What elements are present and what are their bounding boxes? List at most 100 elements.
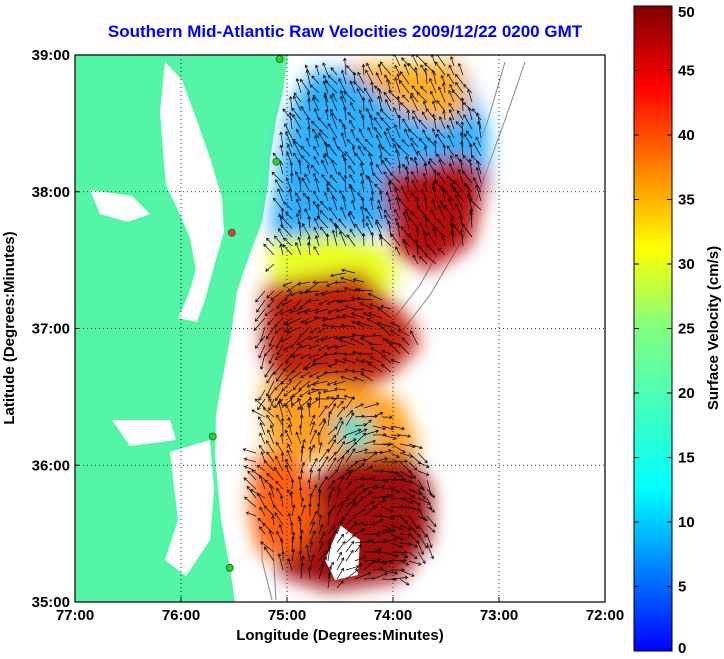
velocity-arrow: [450, 231, 455, 247]
velocity-arrowhead: [350, 540, 355, 545]
velocity-arrowhead: [437, 172, 441, 176]
velocity-arrow: [449, 163, 455, 175]
velocity-arrowhead: [376, 111, 380, 116]
velocity-arrow: [427, 137, 437, 148]
velocity-arrow: [354, 415, 365, 418]
velocity-arrow: [324, 192, 329, 202]
velocity-arrowhead: [306, 164, 311, 169]
velocity-arrowhead: [405, 582, 410, 586]
velocity-arrow: [381, 160, 392, 175]
velocity-arrowhead: [295, 78, 300, 82]
velocity-arrow: [339, 299, 356, 303]
velocity-arrowhead: [313, 484, 318, 488]
velocity-arrowhead: [391, 137, 395, 142]
velocity-arrow: [274, 512, 284, 526]
velocity-arrowhead: [437, 86, 442, 91]
velocity-arrowhead: [439, 200, 444, 204]
velocity-arrow: [368, 153, 374, 166]
velocity-arrowhead: [374, 183, 378, 188]
velocity-arrow: [355, 138, 365, 148]
velocity-arrowhead: [404, 520, 408, 524]
velocity-arrow: [470, 209, 473, 220]
velocity-arrow: [308, 126, 311, 139]
velocity-arrow: [259, 475, 266, 490]
velocity-arrow: [341, 70, 347, 85]
velocity-arrowhead: [429, 544, 433, 549]
velocity-arrow: [417, 515, 428, 522]
velocity-arrowhead: [369, 356, 374, 360]
velocity-arrow: [398, 198, 410, 211]
velocity-arrowhead: [323, 141, 328, 145]
velocity-region-cyan-spot: [330, 415, 375, 452]
velocity-arrowhead: [276, 487, 280, 492]
velocity-arrowhead: [340, 95, 344, 100]
velocity-arrow: [318, 448, 329, 463]
velocity-arrow: [293, 92, 302, 103]
velocity-arrowhead: [437, 219, 441, 223]
velocity-arrowhead: [259, 506, 263, 511]
y-tick-label: 35:00: [32, 594, 70, 611]
velocity-arrow: [276, 299, 284, 309]
velocity-arrowhead: [398, 198, 402, 202]
velocity-arrow: [357, 289, 374, 292]
velocity-arrowhead: [253, 327, 258, 331]
velocity-arrow: [408, 217, 419, 229]
velocity-arrow: [410, 137, 419, 148]
velocity-arrow: [337, 146, 347, 157]
velocity-arrowhead: [313, 155, 317, 160]
velocity-arrowhead: [419, 255, 423, 260]
velocity-arrowhead: [438, 247, 442, 252]
colorbar-tick-label: 45: [678, 63, 695, 80]
colorbar-tick-label: 30: [678, 256, 695, 273]
velocity-arrowhead: [431, 185, 436, 190]
velocity-arrow: [327, 344, 338, 350]
velocity-arrowhead: [449, 83, 453, 88]
velocity-arrow: [288, 558, 293, 571]
velocity-arrow: [377, 200, 383, 211]
velocity-arrowhead: [358, 563, 363, 567]
velocity-arrowhead: [314, 457, 318, 462]
velocity-arrowhead: [343, 157, 348, 161]
velocity-arrow: [345, 521, 357, 535]
velocity-arrow: [449, 109, 455, 121]
velocity-arrowhead: [355, 137, 360, 142]
velocity-arrow: [300, 505, 306, 517]
velocity-arrow: [345, 490, 355, 499]
velocity-arrowhead: [338, 171, 342, 176]
velocity-arrow: [370, 197, 374, 211]
x-tick-label: 75:00: [268, 607, 306, 624]
velocity-arrowhead: [271, 171, 276, 176]
velocity-arrowhead: [322, 389, 327, 394]
velocity-arrowhead: [427, 231, 431, 236]
velocity-arrowhead: [330, 159, 335, 163]
velocity-arrow: [376, 134, 383, 148]
velocity-arrowhead: [350, 412, 355, 416]
velocity-arrowhead: [277, 553, 282, 557]
velocity-arrow: [429, 158, 437, 166]
velocity-arrowhead: [296, 311, 301, 315]
velocity-arrow: [444, 204, 455, 220]
velocity-arrow: [327, 457, 337, 472]
velocity-arrow: [285, 404, 293, 418]
velocity-arrowhead: [285, 359, 289, 364]
velocity-arrowhead: [381, 146, 385, 151]
velocity-arrow: [372, 518, 383, 526]
velocity-arrowhead: [340, 475, 345, 479]
velocity-arrow: [397, 96, 401, 112]
velocity-arrow: [344, 157, 347, 175]
velocity-arrow: [342, 195, 347, 211]
velocity-arrowhead: [379, 518, 384, 523]
velocity-arrow: [430, 91, 437, 103]
velocity-arrowhead: [370, 501, 375, 505]
velocity-arrowhead: [340, 502, 345, 506]
velocity-arrow: [372, 425, 386, 430]
velocity-arrowhead: [327, 541, 332, 545]
velocity-arrowhead: [342, 314, 346, 318]
velocity-arrowhead: [306, 241, 311, 246]
velocity-arrowhead: [426, 243, 431, 248]
velocity-arrowhead: [368, 342, 373, 346]
velocity-arrow: [448, 103, 455, 112]
velocity-arrowhead: [422, 560, 426, 564]
velocity-arrow: [341, 269, 356, 274]
